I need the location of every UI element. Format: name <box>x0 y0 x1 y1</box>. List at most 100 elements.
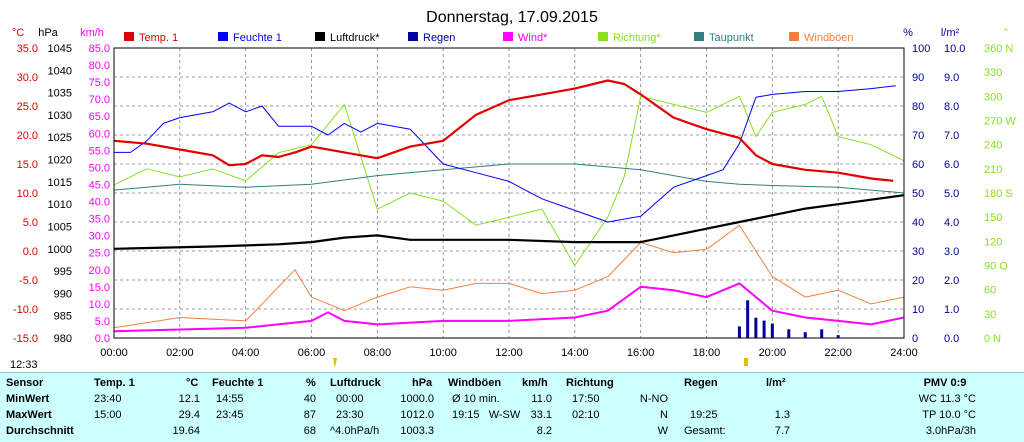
humidity-tick-label: 50 <box>912 188 924 200</box>
axis-unit-label: l/m² <box>941 27 960 39</box>
temp-tick-label: -5.0 <box>19 275 38 287</box>
rain-bar <box>787 329 791 338</box>
rain-bar <box>762 320 766 338</box>
temp-tick-label: 35.0 <box>17 43 38 55</box>
rain-tick-label: 1.0 <box>944 304 959 316</box>
rain-bar <box>746 300 750 338</box>
wind-tick-label: 10.0 <box>89 299 110 311</box>
dir-avg-value: W <box>657 425 668 437</box>
humidity-tick-label: 60 <box>912 159 924 171</box>
legend-swatch <box>315 32 325 41</box>
direction-tick-label: 90 O <box>984 261 1008 273</box>
header-rain-unit: l/m² <box>766 377 786 389</box>
x-tick-label: 16:00 <box>627 347 655 359</box>
pressure-tick-label: 1010 <box>48 199 72 211</box>
series-line-temp-1 <box>113 79 894 182</box>
direction-tick-label: 240 <box>984 140 1002 152</box>
pressure-tick-label: 980 <box>54 333 72 345</box>
legend-label: Luftdruck* <box>330 32 380 44</box>
wind-tick-label: 50.0 <box>89 162 110 174</box>
legend-swatch <box>218 32 228 41</box>
x-axis: 00:00 02:00 04:00 06:00 08:00 10:00 12:00 14:00… <box>100 347 918 359</box>
header-pressure-unit: hPa <box>412 377 433 389</box>
pmv-pressure-trend: 3.0hPa/3h <box>925 425 976 437</box>
header-pressure: Luftdruck <box>330 377 381 389</box>
direction-tick-label: 330 <box>984 67 1002 79</box>
humidity-tick-label: 20 <box>912 275 924 287</box>
x-tick-label: 18:00 <box>693 347 721 359</box>
y-axes: 35.0 30.0 25.0 20.0 15.0 10.0 5.0 0.0 -5.0 -10.0 -… <box>13 43 1016 345</box>
hum-max-value: 87 <box>303 409 316 421</box>
hum-min-time: 14:55 <box>216 393 244 405</box>
direction-tick-label: 30 <box>984 309 996 321</box>
rain-tick-label: 0.0 <box>944 333 959 345</box>
sunset-marker <box>744 358 748 366</box>
dir-max-time: 02:10 <box>572 409 600 421</box>
direction-tick-label: 270 W <box>984 116 1016 128</box>
pressure-tick-label: 1025 <box>48 132 72 144</box>
series-line-windb-en <box>113 224 905 329</box>
wind-tick-label: 55.0 <box>89 145 110 157</box>
rain-max-time: 19:25 <box>690 409 718 421</box>
rain-bar <box>820 329 824 338</box>
header-temp-unit: °C <box>186 377 199 389</box>
direction-tick-label: 120 <box>984 236 1002 248</box>
plot-frame <box>113 47 905 339</box>
x-tick-label: 00:00 <box>100 347 128 359</box>
pressure-tick-label: 1045 <box>48 43 72 55</box>
direction-tick-label: 180 S <box>984 188 1013 200</box>
pressure-tick-label: 1000 <box>48 244 72 256</box>
legend-label: Regen <box>423 32 455 44</box>
legend-label: Temp. 1 <box>139 32 178 44</box>
x-tick-label: 12:00 <box>495 347 523 359</box>
rain-bar <box>770 323 774 338</box>
chart-title: Donnerstag, 17.09.2015 <box>426 9 598 26</box>
gust-avg10-value: 11.0 <box>531 393 552 405</box>
x-tick-label: 08:00 <box>364 347 392 359</box>
rain-max-value: 1.3 <box>774 409 790 421</box>
pressure-tick-label: 1020 <box>48 155 72 167</box>
rain-tick-label: 8.0 <box>944 101 959 113</box>
gust-max-time: 19:15 W-SW <box>452 409 521 421</box>
legend-label: Windböen <box>804 32 854 44</box>
wind-tick-label: 45.0 <box>89 179 110 191</box>
pressure-tick-label: 985 <box>54 311 72 323</box>
direction-tick-label: 150 <box>984 212 1002 224</box>
press-avg-value: 1003.3 <box>400 425 434 437</box>
wind-tick-label: 80.0 <box>89 60 110 72</box>
press-trend: ^4.0hPa/h <box>330 425 380 437</box>
weather-chart: Donnerstag, 17.09.2015 Temp. 1 Feuchte 1 L… <box>10 9 1016 371</box>
series-line-feuchte-1 <box>114 85 896 223</box>
pressure-tick-label: 1030 <box>48 110 72 122</box>
pressure-tick-label: 995 <box>54 266 72 278</box>
legend-swatch <box>408 32 418 41</box>
axis-unit-label: km/h <box>80 27 104 39</box>
x-tick-label: 24:00 <box>890 347 918 359</box>
wind-tick-label: 70.0 <box>89 94 110 106</box>
x-tick-label: 20:00 <box>759 347 787 359</box>
series-layer <box>113 79 905 338</box>
direction-tick-label: 0 N <box>984 333 1001 345</box>
press-max-time: 23:30 <box>336 409 364 421</box>
pmv-windchill: WC 11.3 °C <box>918 393 976 405</box>
legend-label: Richtung* <box>613 32 661 44</box>
rain-total-value: 7.7 <box>774 425 790 437</box>
header-humidity: Feuchte 1 <box>212 377 264 389</box>
series-line-luftdruck- <box>113 194 905 250</box>
press-min-time: 00:00 <box>336 393 364 405</box>
legend-label: Feuchte 1 <box>233 32 282 44</box>
temp-tick-label: 30.0 <box>17 72 38 84</box>
humidity-tick-label: 0 <box>912 333 918 345</box>
legend-label: Wind* <box>518 32 548 44</box>
row-label-min: MinWert <box>6 393 50 405</box>
temp-tick-label: 15.0 <box>17 159 38 171</box>
legend: Temp. 1 Feuchte 1 Luftdruck* Regen Wind* Rich… <box>124 32 854 44</box>
legend-swatch <box>789 32 799 41</box>
hum-max-time: 23:45 <box>216 409 244 421</box>
humidity-tick-label: 90 <box>912 72 924 84</box>
rain-bar <box>737 326 741 338</box>
humidity-tick-label: 100 <box>912 43 930 55</box>
axis-unit-label: °C <box>12 27 24 39</box>
x-tick-label: 04:00 <box>232 347 260 359</box>
grid <box>114 48 904 338</box>
